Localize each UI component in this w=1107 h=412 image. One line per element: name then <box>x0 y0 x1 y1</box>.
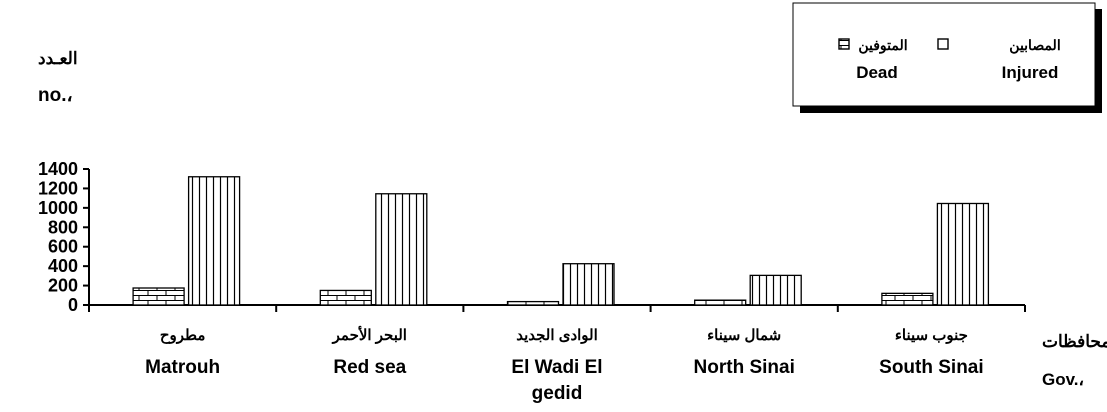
y-axis-label-ar: العـدد <box>38 49 78 68</box>
category-label-en: gedid <box>532 383 583 404</box>
category-label-en: South Sinai <box>879 357 984 378</box>
legend: المصابين Injured المتوفين Dead <box>792 2 1102 113</box>
y-tick-label: 1400 <box>38 159 78 179</box>
bars <box>132 176 990 306</box>
legend-box <box>792 2 1096 107</box>
bar-injured-1 <box>375 193 428 306</box>
category-label-en: El Wadi El <box>511 357 602 378</box>
category-label-en: North Sinai <box>694 357 795 378</box>
bar-injured-2 <box>562 263 615 306</box>
y-tick-label: 1200 <box>38 178 78 198</box>
legend-label-injured-en: Injured <box>1002 63 1059 82</box>
bar-dead-3 <box>694 299 747 306</box>
category-label-ar: البحر الأحمر <box>332 325 407 344</box>
legend-label-injured-ar: المصابين <box>1009 37 1060 54</box>
y-tick-label: 800 <box>48 217 78 237</box>
y-tick-label: 0 <box>68 295 78 315</box>
category-label-ar: جنوب سيناء <box>895 327 968 344</box>
y-tick-label: 400 <box>48 256 78 276</box>
y-tick-label: 600 <box>48 237 78 257</box>
legend-swatch-injured <box>937 38 949 50</box>
y-tick-label: 200 <box>48 276 78 296</box>
legend-label-dead-en: Dead <box>856 63 898 82</box>
bar-dead-2 <box>506 300 560 306</box>
bar-dead-4 <box>881 292 934 306</box>
legend-label-dead-ar: المتوفين <box>858 37 907 54</box>
y-axis-label-en: no.، <box>38 85 73 106</box>
category-label-en: Red sea <box>333 357 406 378</box>
x-axis-label-ar: المحافظات <box>1042 332 1107 351</box>
legend-swatch-dead <box>838 38 850 50</box>
bar-injured-0 <box>187 176 241 306</box>
category-labels: مطروح Matrouh البحر الأحمر Red sea الوادى ال… <box>145 325 984 404</box>
y-tick-label: 1000 <box>38 198 78 218</box>
bar-dead-0 <box>132 287 185 306</box>
category-label-ar: شمال سيناء <box>707 327 781 344</box>
category-label-ar: الوادى الجديد <box>516 327 598 344</box>
x-axis-label-en: Gov.، <box>1042 370 1084 389</box>
category-label-en: Matrouh <box>145 357 220 378</box>
bar-injured-4 <box>936 202 990 306</box>
bar-dead-1 <box>319 289 372 306</box>
category-label-ar: مطروح <box>160 327 206 344</box>
bar-injured-3 <box>749 274 802 306</box>
